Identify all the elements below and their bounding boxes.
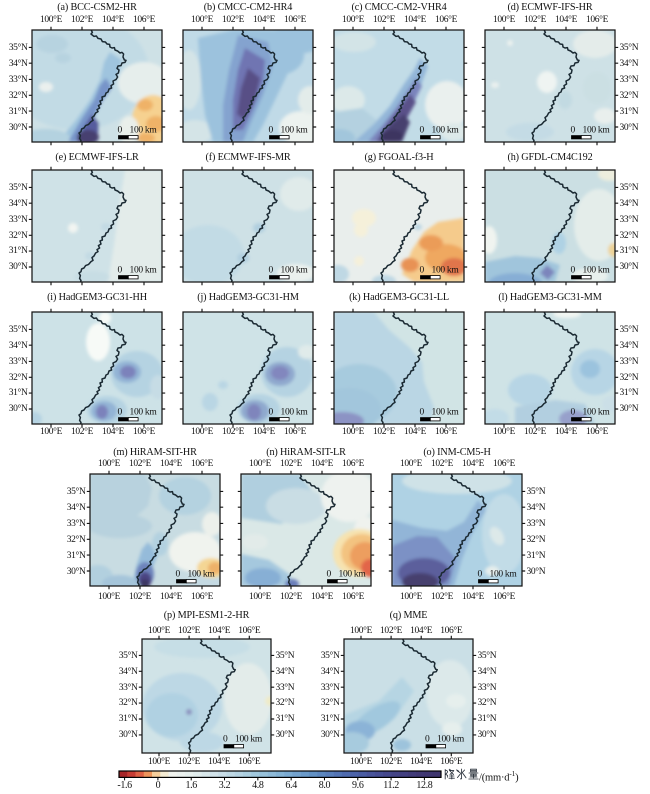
svg-text:0: 0 <box>269 407 274 417</box>
svg-text:0: 0 <box>176 570 181 580</box>
svg-text:0: 0 <box>420 407 425 417</box>
svg-text:100 km: 100 km <box>583 407 611 417</box>
svg-text:100 km: 100 km <box>432 265 460 275</box>
svg-text:0: 0 <box>118 265 123 275</box>
svg-text:100 km: 100 km <box>281 407 309 417</box>
svg-text:0: 0 <box>327 570 332 580</box>
svg-text:100 km: 100 km <box>130 407 158 417</box>
svg-text:0: 0 <box>420 126 425 136</box>
svg-text:100 km: 100 km <box>188 570 216 580</box>
svg-text:100 km: 100 km <box>583 126 611 136</box>
svg-text:0: 0 <box>571 407 576 417</box>
svg-text:100 km: 100 km <box>437 734 465 744</box>
svg-text:0: 0 <box>425 734 430 744</box>
svg-text:0: 0 <box>478 570 483 580</box>
svg-text:100 km: 100 km <box>432 407 460 417</box>
svg-text:100 km: 100 km <box>235 734 263 744</box>
svg-text:100 km: 100 km <box>130 126 158 136</box>
svg-text:0: 0 <box>118 407 123 417</box>
svg-text:100 km: 100 km <box>281 126 309 136</box>
svg-text:0: 0 <box>223 734 228 744</box>
svg-text:100 km: 100 km <box>583 265 611 275</box>
svg-text:100 km: 100 km <box>432 126 460 136</box>
svg-text:0: 0 <box>269 126 274 136</box>
svg-text:100 km: 100 km <box>490 570 518 580</box>
svg-text:100 km: 100 km <box>130 265 158 275</box>
svg-text:0: 0 <box>571 265 576 275</box>
svg-text:0: 0 <box>118 126 123 136</box>
svg-text:0: 0 <box>571 126 576 136</box>
svg-text:100 km: 100 km <box>339 570 367 580</box>
svg-text:100 km: 100 km <box>281 265 309 275</box>
svg-text:0: 0 <box>420 265 425 275</box>
svg-text:0: 0 <box>269 265 274 275</box>
